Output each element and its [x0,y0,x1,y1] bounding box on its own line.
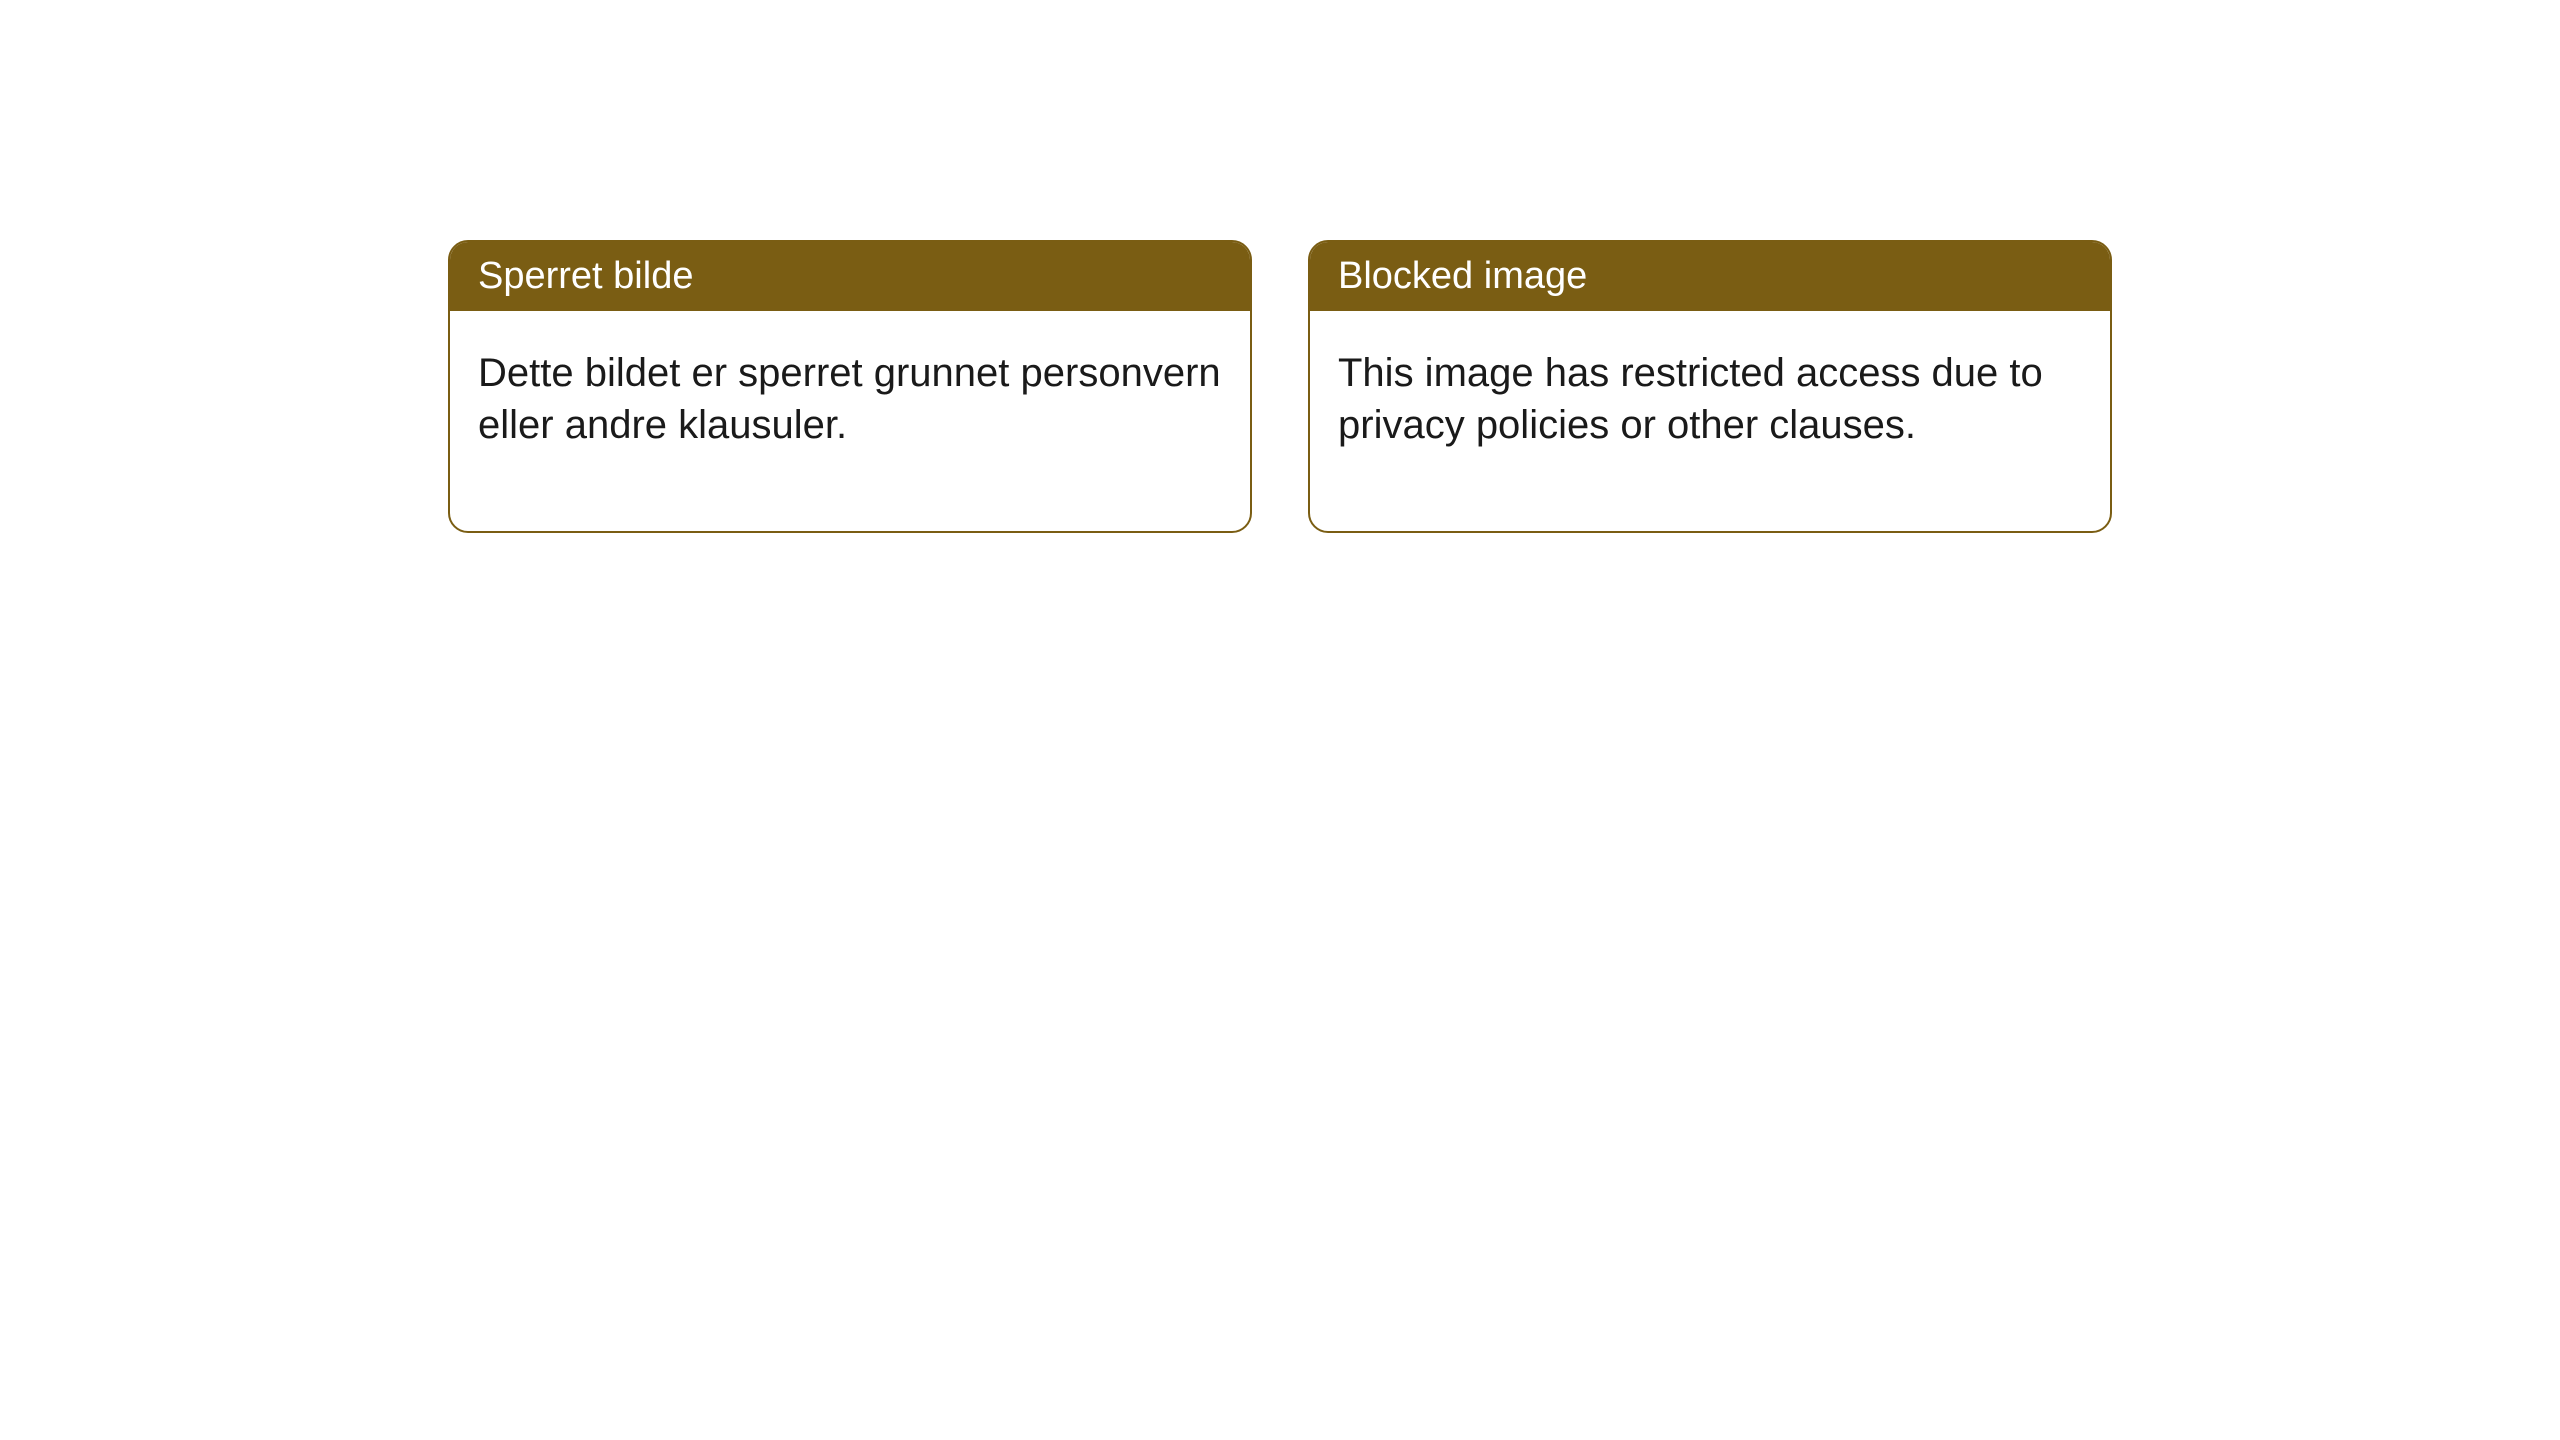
notice-title: Blocked image [1338,255,1587,297]
notice-body: Dette bildet er sperret grunnet personve… [450,311,1250,531]
notice-message: This image has restricted access due to … [1338,351,2043,447]
notice-header: Sperret bilde [450,242,1250,311]
notice-message: Dette bildet er sperret grunnet personve… [478,351,1221,447]
notice-title: Sperret bilde [478,255,693,297]
notice-card-english: Blocked image This image has restricted … [1308,240,2112,533]
notice-header: Blocked image [1310,242,2110,311]
notice-card-norwegian: Sperret bilde Dette bildet er sperret gr… [448,240,1252,533]
notice-container: Sperret bilde Dette bildet er sperret gr… [448,240,2112,533]
notice-body: This image has restricted access due to … [1310,311,2110,531]
